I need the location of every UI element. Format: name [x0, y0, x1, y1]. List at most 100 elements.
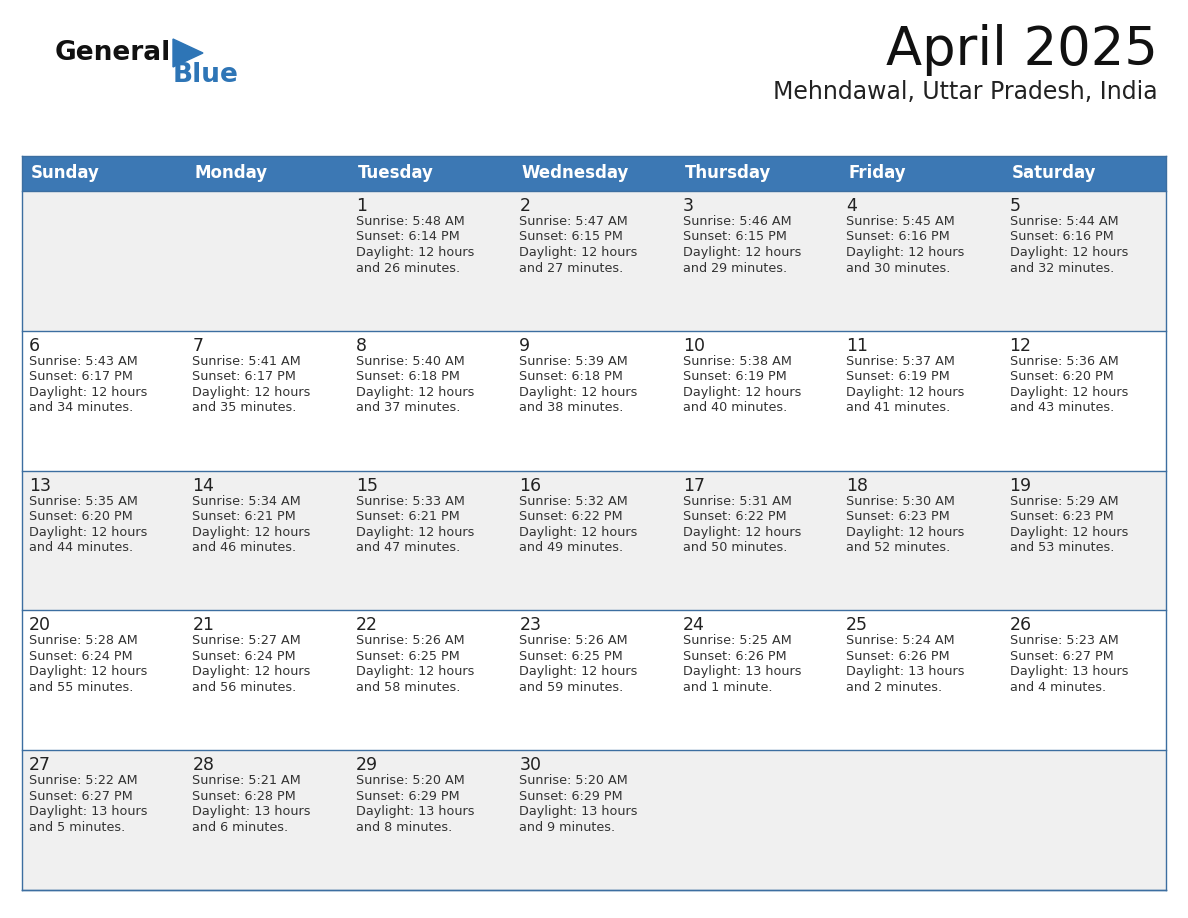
- Text: Sunset: 6:25 PM: Sunset: 6:25 PM: [519, 650, 623, 663]
- Text: and 37 minutes.: and 37 minutes.: [356, 401, 460, 414]
- Text: Sunset: 6:17 PM: Sunset: 6:17 PM: [29, 370, 133, 384]
- Text: and 26 minutes.: and 26 minutes.: [356, 262, 460, 274]
- Text: Sunset: 6:24 PM: Sunset: 6:24 PM: [192, 650, 296, 663]
- Text: 1: 1: [356, 197, 367, 215]
- Text: Sunrise: 5:23 AM: Sunrise: 5:23 AM: [1010, 634, 1118, 647]
- Text: and 58 minutes.: and 58 minutes.: [356, 681, 460, 694]
- Text: Sunset: 6:29 PM: Sunset: 6:29 PM: [519, 789, 623, 802]
- Text: 20: 20: [29, 616, 51, 634]
- Text: Sunrise: 5:20 AM: Sunrise: 5:20 AM: [519, 774, 628, 788]
- Text: Sunset: 6:23 PM: Sunset: 6:23 PM: [846, 510, 950, 523]
- Text: Daylight: 12 hours: Daylight: 12 hours: [846, 386, 965, 398]
- Text: Daylight: 12 hours: Daylight: 12 hours: [192, 526, 311, 539]
- Text: and 5 minutes.: and 5 minutes.: [29, 821, 125, 834]
- Text: 18: 18: [846, 476, 868, 495]
- Text: Daylight: 12 hours: Daylight: 12 hours: [29, 526, 147, 539]
- Text: 30: 30: [519, 756, 542, 774]
- Text: Saturday: Saturday: [1011, 164, 1097, 183]
- Text: Daylight: 12 hours: Daylight: 12 hours: [356, 666, 474, 678]
- Text: 17: 17: [683, 476, 704, 495]
- Text: Sunset: 6:15 PM: Sunset: 6:15 PM: [683, 230, 786, 243]
- Text: 27: 27: [29, 756, 51, 774]
- Polygon shape: [173, 39, 203, 67]
- Text: and 49 minutes.: and 49 minutes.: [519, 541, 624, 554]
- Text: 9: 9: [519, 337, 530, 354]
- Text: Sunset: 6:26 PM: Sunset: 6:26 PM: [683, 650, 786, 663]
- Text: Daylight: 13 hours: Daylight: 13 hours: [192, 805, 311, 818]
- Text: Sunrise: 5:44 AM: Sunrise: 5:44 AM: [1010, 215, 1118, 228]
- Text: Daylight: 12 hours: Daylight: 12 hours: [192, 386, 311, 398]
- Text: 21: 21: [192, 616, 214, 634]
- Text: Sunrise: 5:22 AM: Sunrise: 5:22 AM: [29, 774, 138, 788]
- Bar: [23, 191, 1165, 330]
- Text: and 8 minutes.: and 8 minutes.: [356, 821, 453, 834]
- Text: 24: 24: [683, 616, 704, 634]
- Text: Daylight: 12 hours: Daylight: 12 hours: [1010, 526, 1127, 539]
- Text: and 30 minutes.: and 30 minutes.: [846, 262, 950, 274]
- Text: Sunset: 6:24 PM: Sunset: 6:24 PM: [29, 650, 133, 663]
- Bar: [23, 750, 1165, 890]
- Text: Sunrise: 5:38 AM: Sunrise: 5:38 AM: [683, 354, 791, 368]
- Text: Sunset: 6:27 PM: Sunset: 6:27 PM: [1010, 650, 1113, 663]
- Text: and 40 minutes.: and 40 minutes.: [683, 401, 786, 414]
- Text: Sunset: 6:27 PM: Sunset: 6:27 PM: [29, 789, 133, 802]
- Text: Monday: Monday: [195, 164, 267, 183]
- Text: Sunrise: 5:45 AM: Sunrise: 5:45 AM: [846, 215, 955, 228]
- Text: and 27 minutes.: and 27 minutes.: [519, 262, 624, 274]
- Text: Daylight: 12 hours: Daylight: 12 hours: [519, 666, 638, 678]
- Text: 23: 23: [519, 616, 542, 634]
- Text: and 43 minutes.: and 43 minutes.: [1010, 401, 1114, 414]
- Text: Daylight: 12 hours: Daylight: 12 hours: [846, 526, 965, 539]
- Text: Sunrise: 5:33 AM: Sunrise: 5:33 AM: [356, 495, 465, 508]
- Text: Sunrise: 5:39 AM: Sunrise: 5:39 AM: [519, 354, 628, 368]
- Text: Tuesday: Tuesday: [358, 164, 434, 183]
- Text: and 41 minutes.: and 41 minutes.: [846, 401, 950, 414]
- Text: 15: 15: [356, 476, 378, 495]
- Text: and 34 minutes.: and 34 minutes.: [29, 401, 133, 414]
- Text: April 2025: April 2025: [886, 24, 1158, 76]
- Text: Sunrise: 5:47 AM: Sunrise: 5:47 AM: [519, 215, 628, 228]
- Text: Daylight: 13 hours: Daylight: 13 hours: [356, 805, 474, 818]
- Text: and 52 minutes.: and 52 minutes.: [846, 541, 950, 554]
- Text: 28: 28: [192, 756, 214, 774]
- Text: Sunrise: 5:26 AM: Sunrise: 5:26 AM: [356, 634, 465, 647]
- Text: and 32 minutes.: and 32 minutes.: [1010, 262, 1114, 274]
- Text: Wednesday: Wednesday: [522, 164, 628, 183]
- Text: 5: 5: [1010, 197, 1020, 215]
- Text: Daylight: 12 hours: Daylight: 12 hours: [1010, 386, 1127, 398]
- Text: Daylight: 12 hours: Daylight: 12 hours: [356, 246, 474, 259]
- Text: Sunrise: 5:31 AM: Sunrise: 5:31 AM: [683, 495, 791, 508]
- Text: and 38 minutes.: and 38 minutes.: [519, 401, 624, 414]
- Text: Daylight: 13 hours: Daylight: 13 hours: [29, 805, 147, 818]
- Text: Sunday: Sunday: [31, 164, 100, 183]
- Bar: [23, 330, 1165, 471]
- Text: 11: 11: [846, 337, 868, 354]
- Text: Daylight: 13 hours: Daylight: 13 hours: [846, 666, 965, 678]
- Text: and 59 minutes.: and 59 minutes.: [519, 681, 624, 694]
- Text: Daylight: 12 hours: Daylight: 12 hours: [846, 246, 965, 259]
- Bar: [23, 156, 1165, 191]
- Text: Sunset: 6:20 PM: Sunset: 6:20 PM: [29, 510, 133, 523]
- Text: Daylight: 12 hours: Daylight: 12 hours: [683, 246, 801, 259]
- Text: Daylight: 12 hours: Daylight: 12 hours: [192, 666, 311, 678]
- Text: and 56 minutes.: and 56 minutes.: [192, 681, 297, 694]
- Text: Sunset: 6:18 PM: Sunset: 6:18 PM: [356, 370, 460, 384]
- Text: Sunrise: 5:41 AM: Sunrise: 5:41 AM: [192, 354, 302, 368]
- Text: Sunset: 6:26 PM: Sunset: 6:26 PM: [846, 650, 949, 663]
- Text: Sunrise: 5:25 AM: Sunrise: 5:25 AM: [683, 634, 791, 647]
- Text: Daylight: 12 hours: Daylight: 12 hours: [519, 246, 638, 259]
- Text: and 53 minutes.: and 53 minutes.: [1010, 541, 1114, 554]
- Text: Sunset: 6:16 PM: Sunset: 6:16 PM: [1010, 230, 1113, 243]
- Text: Sunrise: 5:34 AM: Sunrise: 5:34 AM: [192, 495, 302, 508]
- Text: Thursday: Thursday: [684, 164, 771, 183]
- Text: 3: 3: [683, 197, 694, 215]
- Text: Sunset: 6:17 PM: Sunset: 6:17 PM: [192, 370, 296, 384]
- Text: Sunset: 6:25 PM: Sunset: 6:25 PM: [356, 650, 460, 663]
- Text: Sunrise: 5:20 AM: Sunrise: 5:20 AM: [356, 774, 465, 788]
- Text: 2: 2: [519, 197, 530, 215]
- Text: 4: 4: [846, 197, 857, 215]
- Text: and 35 minutes.: and 35 minutes.: [192, 401, 297, 414]
- Text: Sunset: 6:23 PM: Sunset: 6:23 PM: [1010, 510, 1113, 523]
- Text: Daylight: 12 hours: Daylight: 12 hours: [1010, 246, 1127, 259]
- Text: Sunset: 6:19 PM: Sunset: 6:19 PM: [846, 370, 950, 384]
